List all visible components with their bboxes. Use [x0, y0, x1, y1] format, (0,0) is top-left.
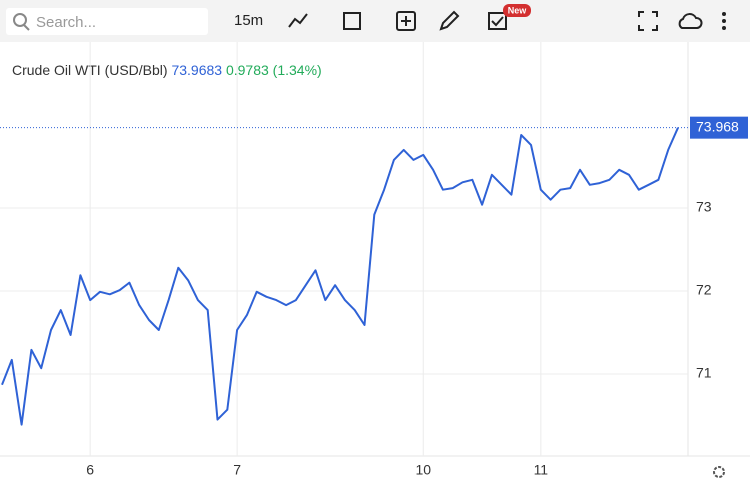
search-box[interactable] [6, 8, 208, 35]
price: 73.9683 [171, 62, 222, 78]
y-tick-label: 71 [696, 365, 712, 381]
new-badge [503, 4, 531, 17]
x-tick-label: 6 [86, 462, 94, 478]
menu-button[interactable] [722, 12, 726, 16]
y-tick-label: 72 [696, 282, 712, 298]
download-button[interactable] [678, 13, 703, 29]
calendar-button[interactable] [343, 12, 361, 30]
draw-button[interactable] [439, 10, 460, 31]
add-icon [401, 16, 411, 26]
last-price-tag [690, 116, 748, 139]
settings-button[interactable] [713, 466, 725, 478]
change: 0.9783 (1.34%) [226, 62, 322, 78]
new-badge-text: New [508, 5, 528, 15]
price-line [1, 127, 679, 426]
fullscreen-button[interactable] [638, 11, 658, 31]
chart-header: Crude Oil WTI (USD/Bbl) 73.9683 0.9783 (… [12, 62, 322, 78]
add-indicator-button[interactable] [396, 11, 416, 31]
menu-button [722, 26, 726, 30]
x-tick-label: 7 [233, 462, 241, 478]
menu-button [722, 19, 726, 23]
search-placeholder[interactable]: Search... [36, 14, 96, 31]
x-tick-label: 11 [534, 462, 549, 478]
x-tick-label: 10 [415, 462, 431, 478]
search-icon [23, 24, 30, 31]
last-price-label: 73.968 [696, 118, 739, 134]
interval-button[interactable]: 15m [234, 12, 263, 29]
chart-type-button[interactable] [288, 13, 308, 28]
y-tick-label: 73 [696, 199, 712, 215]
search-icon [13, 13, 27, 27]
check-icon [491, 16, 504, 27]
events-button[interactable] [488, 12, 507, 30]
